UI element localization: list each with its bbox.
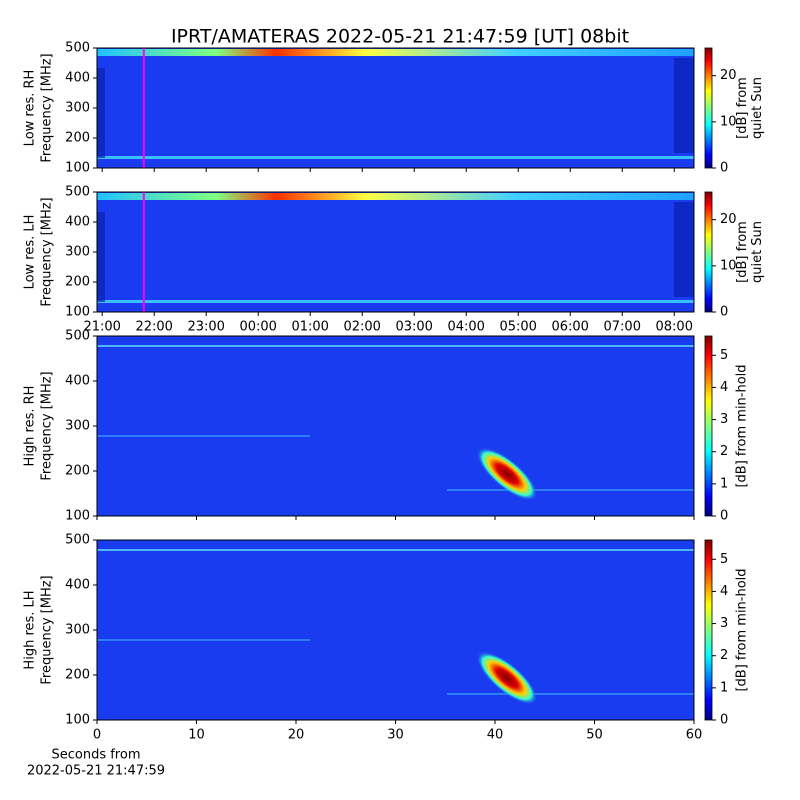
x-tick-label: 23:00: [187, 320, 224, 335]
colorbar-tick-label: 4: [720, 380, 728, 395]
colorbar-tick-label: 0: [720, 305, 728, 320]
colorbar-label: [dB] from min-hold: [735, 568, 750, 691]
x-axis-label: Seconds from: [51, 748, 140, 763]
heatmap-band: [97, 49, 694, 56]
colorbar-tick-label: 0: [720, 713, 728, 728]
x-tick-label: 01:00: [291, 320, 328, 335]
y-axis-label: Low res. RH: [23, 70, 38, 147]
x-tick-label: 03:00: [395, 320, 432, 335]
x-tick-label: 04:00: [447, 320, 484, 335]
y-axis-label: High res. LH: [23, 590, 38, 669]
y-axis-label: Frequency [MHz]: [40, 197, 55, 306]
y-tick-label: 300: [65, 101, 90, 116]
colorbar-tick-label: 3: [720, 412, 728, 427]
x-tick-label: 0: [93, 728, 101, 743]
colorbar-tick-label: 1: [720, 476, 728, 491]
y-tick-label: 200: [65, 131, 90, 146]
y-tick-label: 300: [65, 419, 90, 434]
colorbar-tick-label: 5: [720, 348, 728, 363]
colorbar: [704, 191, 713, 313]
heatmap-background: [97, 48, 694, 168]
heatmap-burst: [476, 447, 538, 501]
colorbar: [704, 47, 713, 169]
colorbar-tick-label: 1: [720, 680, 728, 695]
colorbar-tick-label: 4: [720, 584, 728, 599]
y-tick-label: 100: [65, 509, 90, 524]
heatmap-background: [97, 192, 694, 312]
x-tick-label: 07:00: [604, 320, 641, 335]
y-tick-label: 500: [65, 533, 90, 548]
y-tick-label: 500: [65, 41, 90, 56]
colorbar-tick-label: 3: [720, 616, 728, 631]
y-axis-label: Low res. LH: [23, 215, 38, 290]
x-tick-label: 60: [686, 728, 703, 743]
heatmap-band: [674, 58, 694, 153]
heatmap-background: [97, 336, 694, 516]
colorbar-tick-label: 0: [720, 161, 728, 176]
colorbar-tick-label: 2: [720, 444, 728, 459]
x-tick-label: 21:00: [83, 320, 120, 335]
y-tick-label: 100: [65, 713, 90, 728]
heatmap-band: [97, 193, 694, 200]
colorbar-tick-label: 0: [720, 509, 728, 524]
x-tick-label: 10: [188, 728, 205, 743]
y-tick-label: 200: [65, 464, 90, 479]
heatmap-band: [674, 202, 694, 297]
y-tick-label: 200: [65, 668, 90, 683]
x-tick-label: 08:00: [656, 320, 693, 335]
x-tick-label: 22:00: [135, 320, 172, 335]
x-tick-label: 20: [288, 728, 305, 743]
colorbar-tick-label: 10: [720, 258, 737, 273]
x-tick-label: 06:00: [551, 320, 588, 335]
heatmap-band: [97, 300, 694, 303]
figure-title: IPRT/AMATERAS 2022-05-21 21:47:59 [UT] 0…: [171, 26, 629, 48]
colorbar-label: quiet Sun: [750, 221, 765, 283]
x-tick-label: 02:00: [343, 320, 380, 335]
y-tick-label: 500: [65, 185, 90, 200]
colorbar: [704, 335, 713, 517]
x-tick-label: 50: [586, 728, 603, 743]
colorbar-label: [dB] from min-hold: [735, 364, 750, 487]
y-tick-label: 200: [65, 275, 90, 290]
colorbar-label: [dB] from: [735, 77, 750, 139]
colorbar-tick-label: 10: [720, 114, 737, 129]
y-axis-label: High res. RH: [23, 386, 38, 467]
x-tick-label: 05:00: [499, 320, 536, 335]
y-tick-label: 400: [65, 374, 90, 389]
y-axis-label: Frequency [MHz]: [40, 575, 55, 684]
colorbar: [704, 539, 713, 721]
y-tick-label: 400: [65, 215, 90, 230]
heatmap-band: [97, 212, 105, 302]
y-axis-label: Frequency [MHz]: [40, 371, 55, 480]
colorbar-label: quiet Sun: [750, 77, 765, 139]
colorbar-tick-label: 5: [720, 552, 728, 567]
y-tick-label: 400: [65, 71, 90, 86]
y-tick-label: 500: [65, 329, 90, 344]
y-tick-label: 400: [65, 578, 90, 593]
y-tick-label: 100: [65, 305, 90, 320]
y-tick-label: 300: [65, 623, 90, 638]
heatmap-band: [97, 156, 694, 159]
x-tick-label: 40: [487, 728, 504, 743]
colorbar-tick-label: 20: [720, 212, 737, 227]
heatmap-burst: [476, 651, 538, 705]
colorbar-tick-label: 2: [720, 648, 728, 663]
y-axis-label: Frequency [MHz]: [40, 53, 55, 162]
colorbar-label: [dB] from: [735, 221, 750, 283]
heatmap-background: [97, 540, 694, 720]
heatmap-band: [97, 68, 105, 158]
colorbar-tick-label: 20: [720, 68, 737, 83]
y-tick-label: 100: [65, 161, 90, 176]
x-tick-label: 00:00: [239, 320, 276, 335]
x-axis-label: 2022-05-21 21:47:59: [27, 764, 165, 779]
y-tick-label: 300: [65, 245, 90, 260]
x-tick-label: 30: [387, 728, 404, 743]
